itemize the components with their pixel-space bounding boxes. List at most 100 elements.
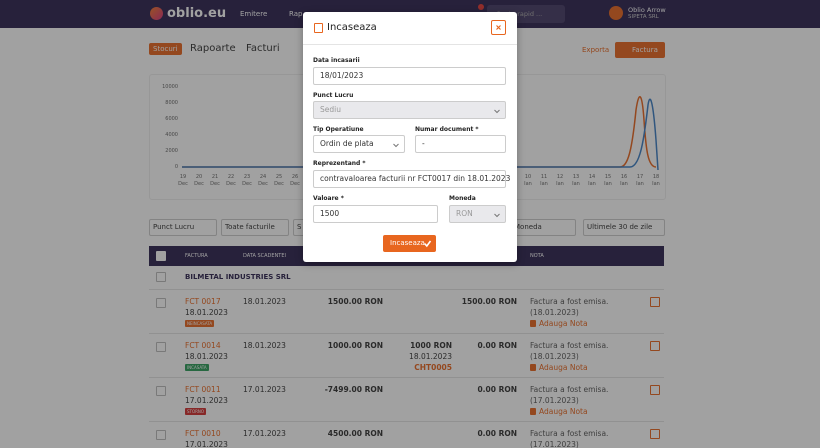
note-date: (18.01.2023) (530, 308, 579, 317)
group-checkbox (156, 272, 166, 282)
breadcrumb-tag[interactable]: Stocuri (149, 43, 182, 55)
invoice-date: 17.01.2023 (185, 396, 228, 405)
brand: oblio.eu (167, 6, 227, 21)
due-date: 18.01.2023 (243, 297, 286, 306)
x-tick-label: Dec (290, 181, 300, 187)
row-action[interactable] (650, 297, 660, 307)
x-tick-label: Dec (274, 181, 284, 187)
row-checkbox[interactable] (156, 298, 166, 308)
y-tick-label: 4000 (165, 132, 178, 138)
y-tick-label: 8000 (165, 100, 178, 106)
total: 1000.00 RON (327, 341, 383, 350)
due-date: 17.01.2023 (243, 385, 286, 394)
total: -7499.00 RON (324, 385, 383, 394)
x-tick-label: 18 (652, 174, 660, 180)
text-input[interactable]: 1500 (313, 205, 438, 223)
invoice-number[interactable]: FCT 0014 (185, 341, 221, 350)
note-icon (530, 320, 536, 327)
badge (478, 4, 484, 10)
total: 1500.00 RON (327, 297, 383, 306)
add-note[interactable]: Adauga Nota (539, 363, 588, 372)
modal: Incaseaza Data incasarii 18/01/2023 Punct L… (303, 12, 517, 262)
header-checkbox (156, 251, 166, 261)
x-tick-label: Ian (524, 181, 532, 187)
row-action[interactable] (650, 385, 660, 395)
add-note[interactable]: Adauga Nota (539, 319, 588, 328)
menu-item[interactable]: Emitere (240, 10, 268, 18)
company: SIPETA SRL (628, 14, 659, 20)
x-tick-label: 19 (179, 174, 187, 180)
user-name: Oblio Arrow (628, 6, 666, 14)
x-tick-label: Ian (652, 181, 660, 187)
x-tick-label: Dec (258, 181, 268, 187)
text-input[interactable]: 18/01/2023 (313, 67, 506, 85)
row-checkbox[interactable] (156, 386, 166, 396)
status-badge: NEINCASATA (185, 320, 215, 327)
row-divider (149, 421, 664, 422)
field-label: Reprezentand * (313, 160, 366, 167)
x-tick-label: 16 (620, 174, 628, 180)
note-icon (530, 408, 536, 415)
note: Factura a fost emisa. (530, 385, 609, 394)
rest: 0.00 RON (477, 385, 517, 394)
field-label: Valoare * (313, 195, 344, 202)
due-date: 17.01.2023 (243, 429, 286, 438)
chart-lines (182, 96, 659, 171)
invoice-date: 18.01.2023 (185, 352, 228, 361)
new-invoice-label: Factura (632, 46, 658, 54)
row-action[interactable] (650, 429, 660, 439)
submit-button[interactable]: Incaseaza (383, 235, 436, 252)
field-label: Numar document * (415, 126, 479, 133)
x-tick-label: 26 (291, 174, 299, 180)
field-label: Moneda (449, 195, 476, 202)
row-action[interactable] (650, 341, 660, 351)
y-tick-label: 0 (174, 164, 178, 170)
new-invoice[interactable] (615, 42, 665, 58)
add-note[interactable]: Adauga Nota (539, 407, 588, 416)
note-date: (17.01.2023) (530, 396, 579, 405)
logo-icon (150, 7, 163, 20)
avatar (609, 6, 623, 20)
note-date: (17.01.2023) (530, 440, 579, 448)
x-tick-label: Dec (178, 181, 188, 187)
x-tick-label: Ian (540, 181, 548, 187)
filter-select[interactable] (583, 219, 665, 236)
due-date: 18.01.2023 (243, 341, 286, 350)
menu-item[interactable]: Rap (289, 10, 303, 18)
filter-select[interactable] (149, 219, 217, 236)
row-checkbox[interactable] (156, 430, 166, 440)
field-label: Punct Lucru (313, 92, 354, 99)
x-tick-label: 11 (540, 174, 548, 180)
export[interactable]: Exporta (582, 46, 610, 54)
x-tick-label: 14 (588, 174, 596, 180)
column-header: FACTURA (185, 253, 208, 259)
x-tick-label: 20 (195, 174, 203, 180)
breadcrumb: Facturi (246, 43, 280, 54)
filter-select[interactable] (221, 219, 289, 236)
x-tick-label: Dec (210, 181, 220, 187)
series-line (182, 98, 659, 171)
invoice-number[interactable]: FCT 0011 (185, 385, 221, 394)
note-date: (18.01.2023) (530, 352, 579, 361)
invoice-number[interactable]: FCT 0010 (185, 429, 221, 438)
y-tick-label: 2000 (165, 148, 178, 154)
disabled-input: Sediu (313, 101, 506, 119)
breadcrumb[interactable]: Rapoarte (190, 43, 236, 54)
close-button[interactable] (491, 20, 506, 35)
chevron (494, 213, 500, 218)
x-tick-label: Ian (636, 181, 644, 187)
row-checkbox[interactable] (156, 342, 166, 352)
paid-doc[interactable]: CHT0005 (414, 363, 452, 372)
search-placeholder: Cauta rapid ... (496, 10, 543, 18)
x-tick-label: 21 (211, 174, 219, 180)
filter-label: Punct Lucru (153, 223, 195, 231)
invoice-date: 17.01.2023 (185, 440, 228, 448)
invoice-number[interactable]: FCT 0017 (185, 297, 221, 306)
text-input[interactable]: contravaloarea facturii nr FCT0017 din 1… (313, 170, 510, 188)
disabled-input: RON (449, 205, 506, 223)
submit-label: Incaseaza (390, 239, 425, 247)
note: Factura a fost emisa. (530, 341, 609, 350)
text-input[interactable]: - (415, 135, 506, 153)
text-input[interactable]: Ordin de plata (313, 135, 405, 153)
rest: 0.00 RON (477, 429, 517, 438)
